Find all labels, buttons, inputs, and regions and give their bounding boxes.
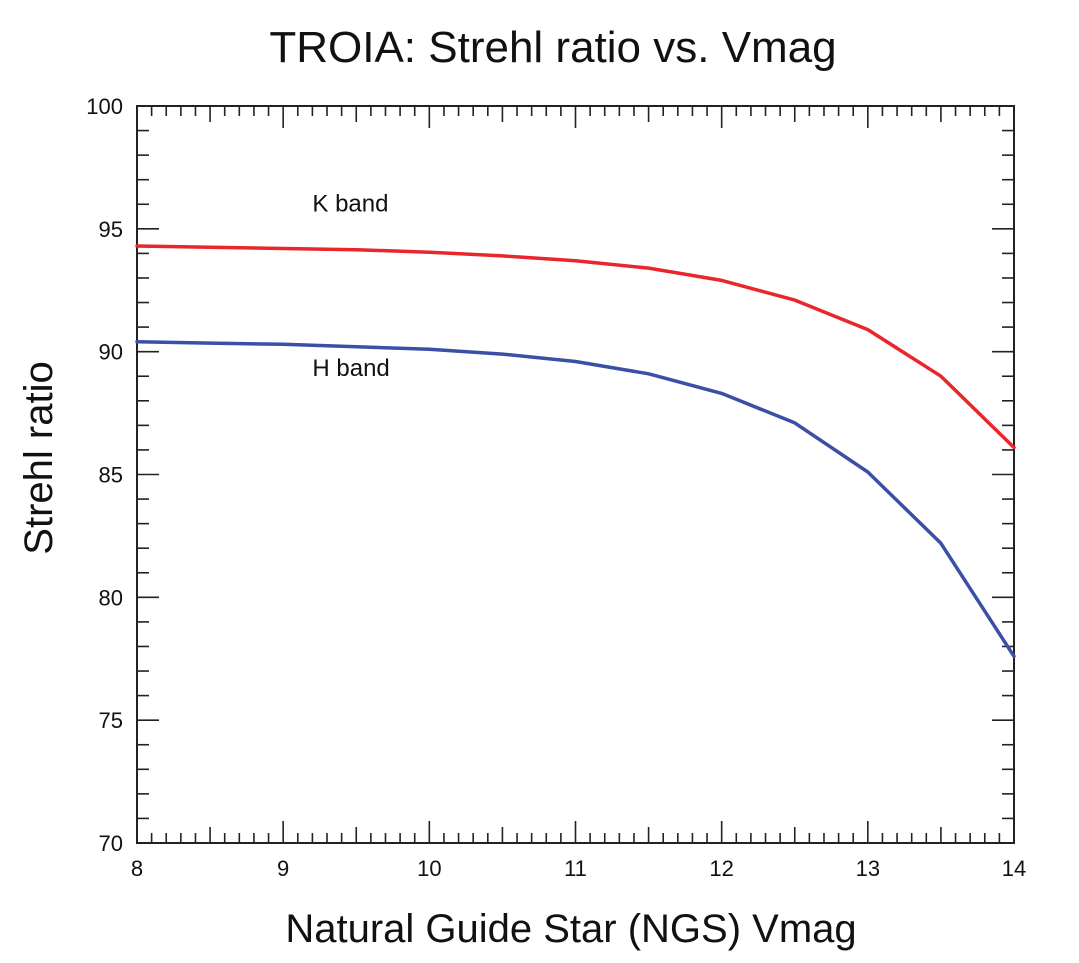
chart-title: TROIA: Strehl ratio vs. Vmag bbox=[269, 23, 836, 72]
x-axis-label: Natural Guide Star (NGS) Vmag bbox=[285, 907, 856, 951]
y-tick-label: 85 bbox=[99, 463, 123, 488]
x-tick-label: 8 bbox=[131, 856, 143, 881]
y-tick-label: 95 bbox=[99, 217, 123, 242]
annotation-k-band: K band bbox=[312, 191, 388, 218]
y-tick-label: 100 bbox=[86, 94, 123, 119]
y-tick-label: 70 bbox=[99, 831, 123, 856]
x-tick-label: 11 bbox=[564, 856, 587, 881]
y-tick-label: 80 bbox=[99, 585, 123, 610]
annotation-h-band: H band bbox=[312, 355, 389, 382]
x-tick-label: 13 bbox=[856, 856, 880, 881]
y-tick-label: 90 bbox=[99, 340, 123, 365]
plot-frame bbox=[136, 105, 1015, 844]
y-tick-label: 75 bbox=[99, 708, 123, 733]
x-tick-label: 14 bbox=[1002, 856, 1026, 881]
series-line-h-band bbox=[135, 340, 1016, 659]
y-axis-label: Strehl ratio bbox=[17, 361, 61, 554]
x-tick-label: 9 bbox=[277, 856, 289, 881]
x-tick-label: 12 bbox=[709, 856, 733, 881]
x-tick-label: 10 bbox=[417, 856, 441, 881]
series-line-k-band bbox=[135, 244, 1016, 450]
